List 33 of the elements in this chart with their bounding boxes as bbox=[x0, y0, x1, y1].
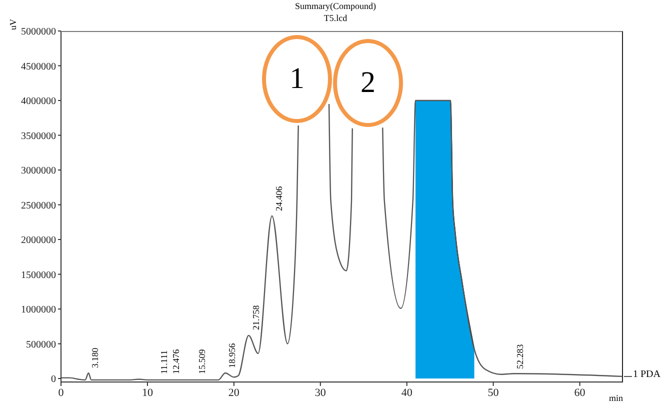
annotation: 1 bbox=[288, 61, 306, 97]
x-tick-label: 20 bbox=[228, 386, 240, 399]
y-tick-label: 5000000 bbox=[21, 26, 56, 38]
x-tick-label: 0 bbox=[58, 386, 64, 399]
x-tick-label: 10 bbox=[142, 386, 154, 399]
y-axis-title: uV bbox=[8, 19, 18, 30]
chart-subtitle: T5.lcd bbox=[324, 13, 348, 23]
y-tick-label: 1500000 bbox=[21, 270, 56, 281]
y-tick-label: 4000000 bbox=[21, 96, 56, 108]
y-tick-label: 2000000 bbox=[21, 235, 56, 246]
y-tick-label: 3500000 bbox=[21, 130, 56, 142]
annotation: 3.180 bbox=[90, 348, 100, 368]
annotation: 11.111 bbox=[159, 350, 170, 374]
x-tick-label: 50 bbox=[488, 386, 500, 399]
text: 1 PDA bbox=[633, 369, 661, 380]
annotation: 2 bbox=[360, 65, 376, 101]
chart-title: Summary(Compound) bbox=[294, 1, 377, 11]
annotation: 52.283 bbox=[515, 344, 526, 369]
annotation: 18.956 bbox=[226, 343, 237, 368]
y-tick-label: 1000000 bbox=[21, 304, 56, 316]
annotation: 15.509 bbox=[197, 348, 208, 374]
y-tick-label: 0 bbox=[51, 374, 56, 386]
x-tick-label: 40 bbox=[401, 386, 413, 399]
annotation: 24.406 bbox=[274, 186, 284, 211]
x-tick-label: 60 bbox=[574, 386, 586, 399]
x-tick-label: 30 bbox=[314, 386, 326, 399]
annotation: 21.758 bbox=[251, 306, 262, 330]
annotation: 12.476 bbox=[170, 348, 181, 374]
x-axis-title: min bbox=[609, 393, 624, 403]
y-tick-label: 500000 bbox=[26, 339, 56, 350]
y-tick-label: 4500000 bbox=[21, 61, 56, 72]
y-tick-label: 3000000 bbox=[21, 166, 56, 177]
y-tick-label: 2500000 bbox=[21, 200, 56, 212]
